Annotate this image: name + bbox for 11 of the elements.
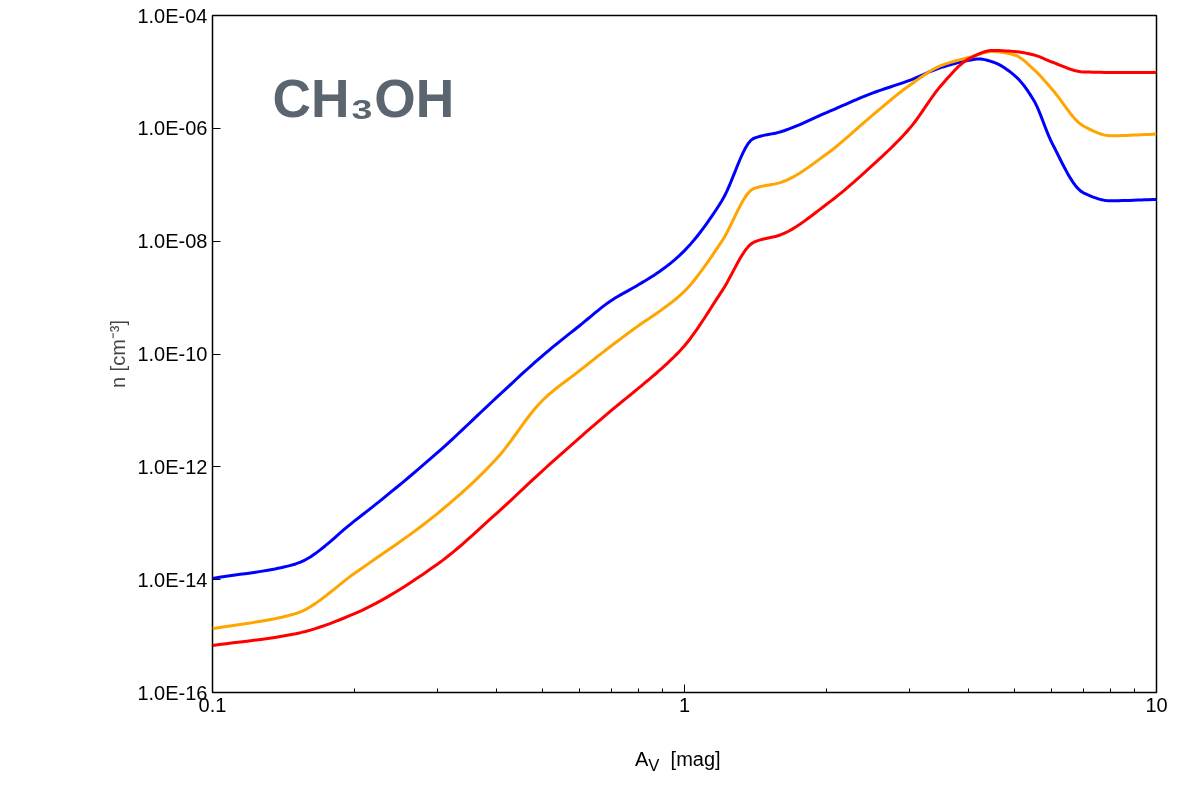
x-axis-title: A$_{V}$ [mag] <box>635 747 721 777</box>
y-tick-label: 1.0E-08 <box>137 230 208 253</box>
y-axis-title: n [cm⁻³] <box>107 319 130 389</box>
y-tick-label: 1.0E-04 <box>137 4 208 27</box>
y-tick-label: 1.0E-12 <box>137 455 208 478</box>
y-tick-label: 1.0E-14 <box>137 568 208 591</box>
annotation: CH₃OH <box>272 68 455 128</box>
y-tick-label: 1.0E-10 <box>137 343 208 365</box>
x-tick-label: 10 <box>1145 693 1168 716</box>
x-tick-label: 1 <box>678 693 691 716</box>
y-tick-label: 1.0E-06 <box>137 117 208 140</box>
